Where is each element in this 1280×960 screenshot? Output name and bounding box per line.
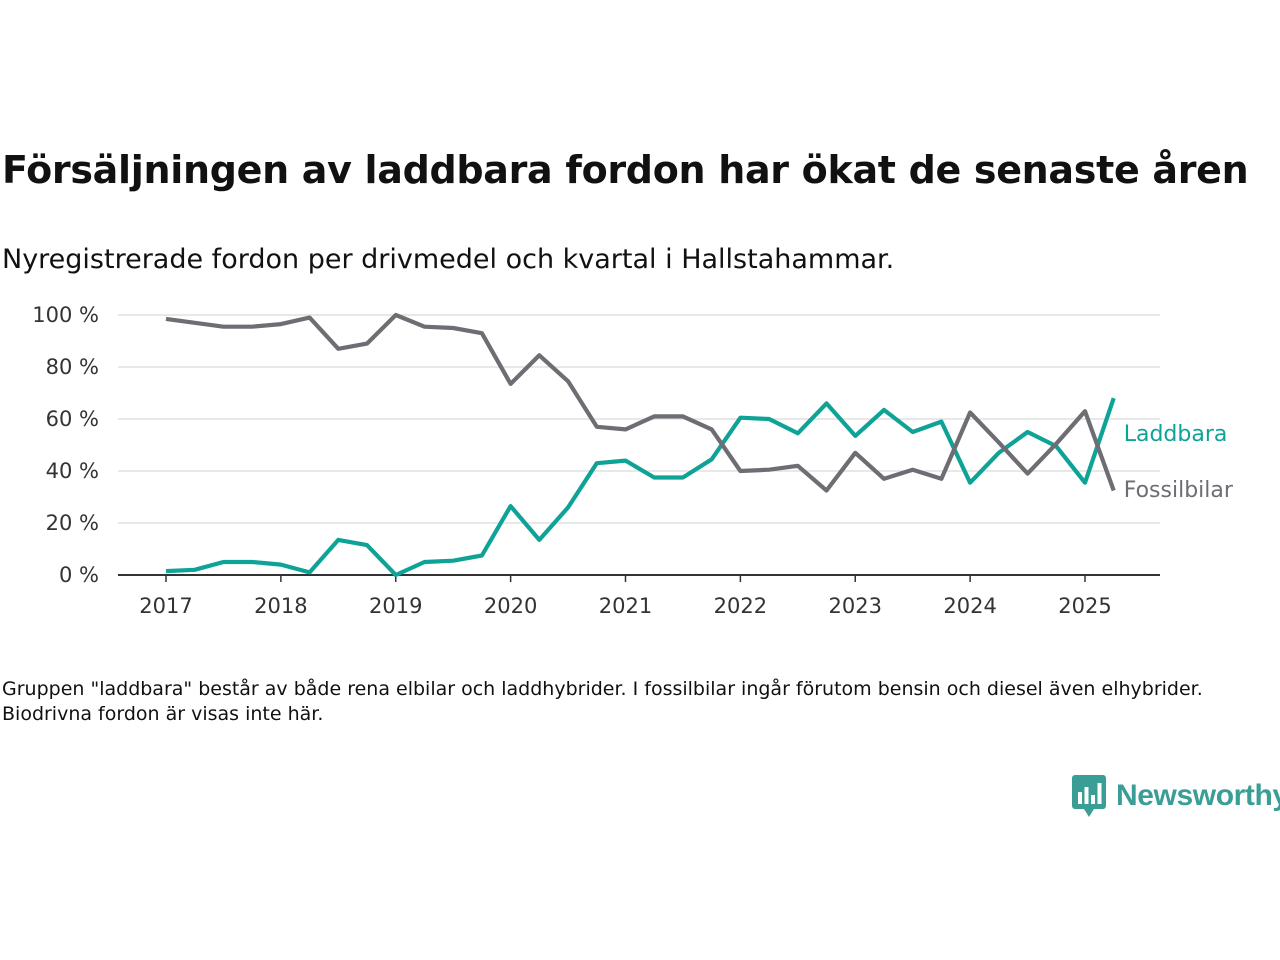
- grid-lines: [118, 314, 1160, 524]
- newsworthy-logo[interactable]: Newsworthy: [1072, 775, 1280, 817]
- x-tick-label: 2023: [829, 594, 882, 618]
- series-labels: Laddbara Fossilbilar: [1124, 422, 1234, 503]
- chart-subtitle: Nyregistrerade fordon per drivmedel och …: [2, 244, 895, 275]
- x-tick-label: 2017: [139, 594, 192, 618]
- y-tick-label: 40 %: [46, 459, 99, 483]
- x-tick-label: 2018: [254, 594, 307, 618]
- brand-name: Newsworthy: [1116, 779, 1280, 812]
- x-tick-label: 2022: [714, 594, 767, 618]
- y-tick-label: 100 %: [32, 303, 99, 327]
- y-tick-label: 20 %: [46, 511, 99, 535]
- y-tick-label: 0 %: [59, 563, 99, 587]
- x-tick-label: 2020: [484, 594, 537, 618]
- series-label-fossilbilar: Fossilbilar: [1124, 478, 1234, 503]
- series-label-laddbara: Laddbara: [1124, 422, 1228, 447]
- x-tick-label: 2025: [1058, 594, 1111, 618]
- y-axis: 0 % 20 % 40 % 60 % 80 % 100 %: [32, 303, 99, 587]
- series-lines: [165, 312, 1116, 578]
- x-tick-label: 2024: [943, 594, 996, 618]
- line-chart: 0 % 20 % 40 % 60 % 80 % 100 % 2017 2018 2019 202…: [32, 303, 1234, 618]
- y-tick-label: 80 %: [46, 355, 99, 379]
- series-line-laddbara: [165, 397, 1116, 578]
- newsworthy-logo-icon: [1072, 775, 1106, 817]
- x-tick-label: 2019: [369, 594, 422, 618]
- series-line-fossilbilar: [165, 312, 1116, 493]
- y-tick-label: 60 %: [46, 407, 99, 431]
- x-axis: 2017 2018 2019 2020 2021 2022 2023 2024 2025: [118, 574, 1160, 618]
- footnote: Gruppen "laddbara" består av både rena e…: [2, 678, 1203, 725]
- x-tick-label: 2021: [599, 594, 652, 618]
- chart-title: Försäljningen av laddbara fordon har öka…: [2, 148, 1249, 192]
